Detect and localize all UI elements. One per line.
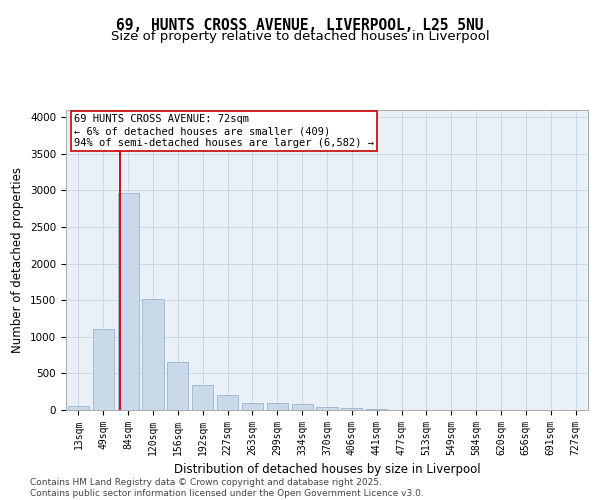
Bar <box>341 408 362 410</box>
Bar <box>242 404 263 410</box>
Text: Contains HM Land Registry data © Crown copyright and database right 2025.
Contai: Contains HM Land Registry data © Crown c… <box>30 478 424 498</box>
Bar <box>316 407 338 410</box>
X-axis label: Distribution of detached houses by size in Liverpool: Distribution of detached houses by size … <box>173 464 481 476</box>
Bar <box>118 192 139 410</box>
Bar <box>192 385 213 410</box>
Bar <box>142 299 164 410</box>
Bar <box>217 394 238 410</box>
Text: 69, HUNTS CROSS AVENUE, LIVERPOOL, L25 5NU: 69, HUNTS CROSS AVENUE, LIVERPOOL, L25 5… <box>116 18 484 32</box>
Text: Size of property relative to detached houses in Liverpool: Size of property relative to detached ho… <box>110 30 490 43</box>
Y-axis label: Number of detached properties: Number of detached properties <box>11 167 25 353</box>
Text: 69 HUNTS CROSS AVENUE: 72sqm
← 6% of detached houses are smaller (409)
94% of se: 69 HUNTS CROSS AVENUE: 72sqm ← 6% of det… <box>74 114 374 148</box>
Bar <box>167 362 188 410</box>
Bar <box>267 404 288 410</box>
Bar <box>292 404 313 410</box>
Bar <box>93 329 114 410</box>
Bar <box>68 406 89 410</box>
Bar <box>366 409 387 410</box>
